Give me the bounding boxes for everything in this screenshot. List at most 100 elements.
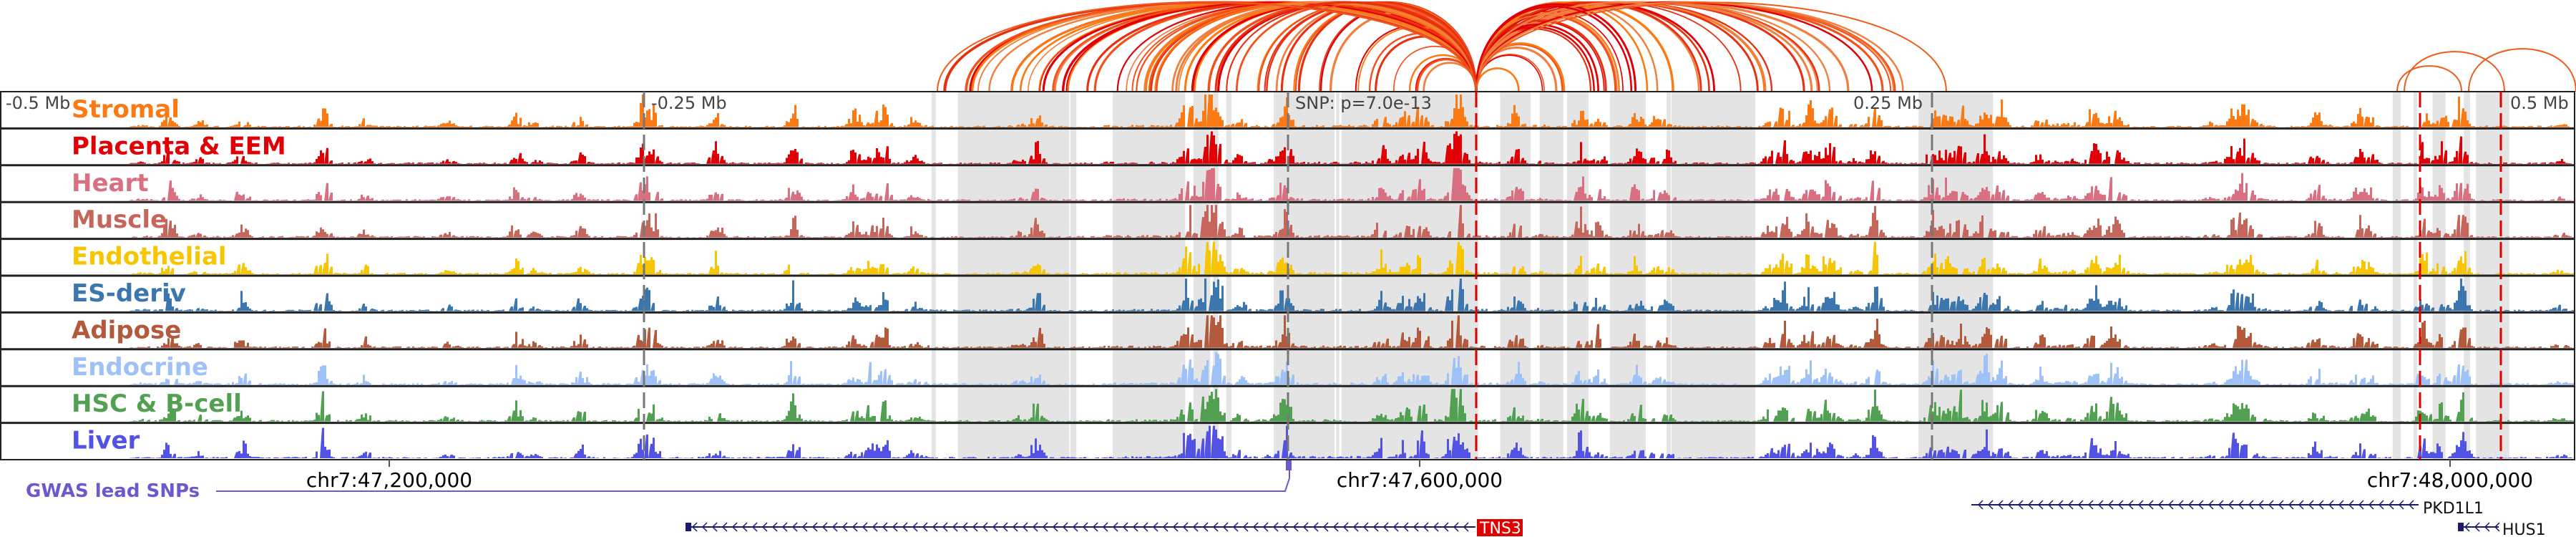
strand-arrow-icon	[1002, 522, 1008, 532]
strand-arrow-icon	[1172, 522, 1179, 532]
strand-arrow-icon	[2278, 500, 2284, 510]
ruler-right: 0.5 Mb	[2510, 93, 2569, 113]
strand-arrow-icon	[2258, 500, 2264, 510]
strand-arrow-icon	[1413, 522, 1419, 532]
gwas-label: GWAS lead SNPs	[26, 480, 200, 502]
loop-arc	[937, 1, 1477, 92]
strand-arrow-icon	[2378, 500, 2384, 510]
strand-arrow-icon	[711, 522, 718, 532]
strand-arrow-icon	[2017, 500, 2024, 510]
strand-arrow-icon	[2007, 500, 2014, 510]
strand-arrow-icon	[1282, 522, 1289, 532]
strand-arrow-icon	[2197, 500, 2204, 510]
strand-arrow-icon	[1102, 522, 1108, 532]
strand-arrow-icon	[1202, 522, 1209, 532]
track-label: Endothelial	[72, 243, 227, 271]
loop-arc	[2404, 51, 2505, 92]
strand-arrow-icon	[1302, 522, 1309, 532]
strand-arrow-icon	[1987, 500, 1994, 510]
strand-arrow-icon	[801, 522, 808, 532]
strand-arrow-icon	[2077, 500, 2084, 510]
strand-arrow-icon	[1392, 522, 1399, 532]
strand-arrow-icon	[1352, 522, 1359, 532]
strand-arrow-icon	[771, 522, 778, 532]
strand-arrow-icon	[1162, 522, 1169, 532]
strand-arrow-icon	[2167, 500, 2174, 510]
strand-arrow-icon	[892, 522, 898, 532]
gene-label-tns3[interactable]: TNS3	[1479, 520, 1521, 537]
strand-arrow-icon	[1242, 522, 1249, 532]
track-label: Adipose	[72, 316, 181, 344]
strand-arrow-icon	[2474, 522, 2480, 532]
strand-arrow-icon	[1262, 522, 1269, 532]
strand-arrow-icon	[2348, 500, 2354, 510]
track-label: Endocrine	[72, 353, 208, 382]
strand-arrow-icon	[2147, 500, 2154, 510]
gwas-snp-marker	[1286, 460, 1292, 470]
strand-arrow-icon	[2027, 500, 2034, 510]
track-label: Liver	[72, 427, 140, 455]
gene-track	[686, 500, 2500, 532]
strand-arrow-icon	[1372, 522, 1379, 532]
gene-label-pkd1l1[interactable]: PKD1L1	[2423, 500, 2484, 518]
strand-arrow-icon	[2328, 500, 2334, 510]
gene-exon	[2458, 523, 2464, 531]
strand-arrow-icon	[1292, 522, 1299, 532]
gene-tns3-highlight	[1477, 519, 1523, 536]
strand-arrow-icon	[731, 522, 738, 532]
strand-arrow-icon	[1272, 522, 1279, 532]
gene-label-hus1[interactable]: HUS1	[2502, 521, 2546, 537]
strand-arrow-icon	[862, 522, 868, 532]
strand-arrow-icon	[1092, 522, 1098, 532]
snp-pvalue: SNP: p=7.0e-13	[1295, 93, 1432, 113]
loop-arc	[1475, 1, 1947, 92]
strand-arrow-icon	[2358, 500, 2364, 510]
coord-label: chr7:47,600,000	[1337, 468, 1503, 492]
strand-arrow-icon	[1032, 522, 1038, 532]
strand-arrow-icon	[1022, 522, 1028, 532]
strand-arrow-icon	[2037, 500, 2044, 510]
strand-arrow-icon	[1423, 522, 1429, 532]
strand-arrow-icon	[2207, 500, 2214, 510]
strand-arrow-icon	[902, 522, 908, 532]
strand-arrow-icon	[2248, 500, 2254, 510]
strand-arrow-icon	[1342, 522, 1349, 532]
loop-arc	[1475, 67, 1520, 92]
strand-arrow-icon	[952, 522, 958, 532]
strand-arrow-icon	[2177, 500, 2184, 510]
strand-arrow-icon	[791, 522, 798, 532]
strand-arrow-icon	[2137, 500, 2144, 510]
strand-arrow-icon	[1402, 522, 1409, 532]
strand-arrow-icon	[2127, 500, 2134, 510]
strand-arrow-icon	[2097, 500, 2104, 510]
strand-arrow-icon	[2464, 522, 2470, 532]
loop-arc	[1065, 1, 1477, 92]
strand-arrow-icon	[1232, 522, 1239, 532]
strand-arrow-icon	[1252, 522, 1259, 532]
loop-arc	[2396, 65, 2462, 92]
ruler-left-mid: -0.25 Mb	[651, 93, 727, 113]
strand-arrow-icon	[2187, 500, 2194, 510]
track-label: HSC & B-cell	[72, 390, 242, 418]
strand-arrow-icon	[962, 522, 968, 532]
strand-arrow-icon	[2228, 500, 2234, 510]
strand-arrow-icon	[2298, 500, 2304, 510]
strand-arrow-icon	[701, 522, 708, 532]
strand-arrow-icon	[2494, 522, 2500, 532]
coord-label: chr7:48,000,000	[2367, 468, 2533, 492]
track-labels: Stromal Placenta & EEM Heart Muscle Endothel…	[72, 95, 286, 455]
strand-arrow-icon	[932, 522, 938, 532]
strand-arrow-icon	[852, 522, 858, 532]
ruler-right-mid: 0.25 Mb	[1853, 93, 1923, 113]
strand-arrow-icon	[1142, 522, 1148, 532]
strand-arrow-icon	[2238, 500, 2244, 510]
marker-lines	[643, 92, 2502, 460]
strand-arrow-icon	[1322, 522, 1329, 532]
loop-arc	[1475, 1, 1767, 92]
signal-placenta-eem	[0, 131, 2575, 164]
strand-arrow-icon	[2338, 500, 2344, 510]
strand-arrow-icon	[1443, 522, 1449, 532]
strand-arrow-icon	[811, 522, 818, 532]
strand-arrow-icon	[2308, 500, 2314, 510]
